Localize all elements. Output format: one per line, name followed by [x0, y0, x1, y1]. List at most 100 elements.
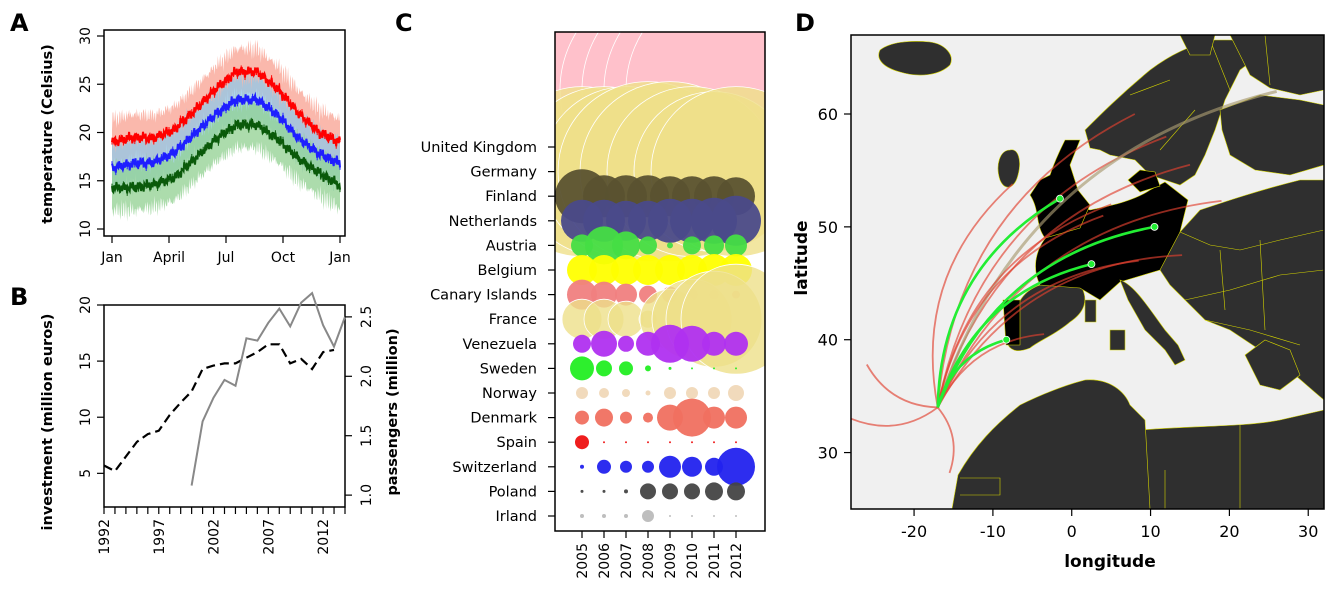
panel-b-y-ticks: 5 10 15 20: [78, 296, 104, 478]
bubble-poland-2011: [705, 482, 723, 501]
bubble-denmark-2005: [575, 410, 589, 425]
panel-d-routes: [851, 89, 1278, 474]
bubble-sweden-2012: [735, 367, 737, 370]
bubble-norway-2011: [708, 387, 720, 399]
bubble-switzerland-2012: [717, 447, 755, 486]
b-y-tick-label: 5: [78, 469, 94, 478]
bubble-denmark-2010: [673, 398, 711, 437]
bubble-norway-2005: [576, 387, 588, 399]
bubble-venezuela-2012: [724, 331, 748, 356]
bubble-belgium-2006: [589, 255, 619, 285]
a-x-tick-label: Jul: [217, 250, 235, 266]
bubble-norway-2009: [664, 387, 676, 399]
route-line: [936, 89, 1278, 408]
panel-b-lines: [103, 291, 346, 486]
bubble-spain-2007: [625, 441, 627, 444]
bubble-venezuela-2011: [702, 331, 726, 356]
panel-b-y-axis-label: investment (million euros): [40, 314, 56, 531]
country-label: Poland: [489, 484, 537, 500]
b-x-tick-label: 2007: [261, 519, 277, 555]
panel-d-map-body: [851, 35, 1324, 509]
bubble-venezuela-2007: [618, 335, 634, 352]
bubble-france-2007: [607, 300, 645, 338]
year-label: 2005: [575, 543, 591, 579]
bubble-poland-2010: [684, 483, 700, 500]
a-x-tick-label: April: [153, 250, 185, 266]
bubble-irland-2011: [713, 515, 715, 517]
panel-d-y-ticks: 30 40 50 60: [818, 105, 851, 463]
b-y-tick-label: 15: [78, 352, 94, 370]
bubble-poland-2009: [662, 483, 678, 500]
panel-a-y-ticks: 10 15 20 25 30: [78, 27, 104, 238]
panel-d-y-axis-label: latitude: [792, 220, 812, 295]
year-label: 2012: [729, 543, 745, 579]
country-label: Finland: [485, 189, 537, 205]
panel-b-y2-axis-label: passengers (million): [385, 328, 401, 495]
panel-label-a: A: [10, 9, 29, 37]
route-line: [936, 254, 1183, 408]
panel-a-chart: 10 15 20 25 30 Jan April Jul Oct Jan temperature…: [40, 27, 351, 266]
bubble-netherlands-2012: [711, 195, 761, 246]
bubble-austria-2011: [704, 235, 724, 256]
route-line: [936, 113, 1136, 408]
bubble-poland-2005: [580, 489, 584, 493]
panel-c-bubbles: [555, 32, 765, 522]
route-line: [866, 364, 938, 409]
b-x-tick-label: 2012: [316, 519, 332, 555]
bubble-norway-2010: [686, 387, 698, 399]
country-label: France: [489, 312, 537, 328]
bubble-switzerland-2010: [682, 456, 702, 477]
panel-a-lines: [111, 65, 341, 196]
b-x-tick-label: 2002: [207, 519, 223, 555]
country-label: Austria: [486, 238, 537, 254]
country-label: Netherlands: [449, 214, 537, 230]
investment-line: [103, 343, 335, 473]
a-x-tick-label: Oct: [271, 250, 296, 266]
a-y-tick-label: 20: [78, 124, 94, 142]
route-line: [936, 259, 1139, 408]
bubble-belgium-2008: [633, 255, 663, 285]
bubble-spain-2008: [647, 441, 649, 444]
d-x-tick-label: 20: [1219, 522, 1239, 541]
panel-b-chart: 5 10 15 20 1.0 1.5 2.0 2.5 1992 1997 2002 2007 201…: [40, 291, 401, 555]
country-label: Norway: [482, 386, 537, 402]
bubble-denmark-2011: [703, 406, 725, 429]
panel-c-chart: United Kingdom Germany Finland Netherlands A…: [421, 31, 766, 579]
bubble-spain-2006: [603, 441, 605, 444]
year-label: 2006: [597, 543, 613, 579]
panel-c-country-ticks: United Kingdom Germany Finland Netherlands A…: [421, 140, 555, 525]
bubble-norway-2007: [622, 389, 630, 397]
panel-d-x-axis-label: longitude: [1064, 552, 1156, 572]
route-line: [936, 333, 1045, 408]
route-line: [936, 214, 1104, 408]
bubble-sweden-2010: [691, 367, 693, 370]
bubble-poland-2012: [727, 482, 745, 501]
bubble-austria-2008: [639, 236, 657, 255]
a-y-tick-label: 15: [78, 172, 94, 190]
b-y-tick-label: 20: [78, 296, 94, 314]
destination-point: [1087, 260, 1096, 269]
bubble-spain-2005: [575, 435, 589, 450]
bubble-venezuela-2005: [573, 334, 591, 353]
d-y-tick-label: 60: [818, 105, 838, 124]
panel-d-frame: [850, 34, 1325, 510]
country-label: Sweden: [480, 361, 537, 377]
bubble-denmark-2012: [725, 406, 747, 429]
bubble-norway-2006: [599, 388, 609, 398]
bubble-canary-islands-2007: [615, 283, 637, 306]
passengers-line: [190, 291, 346, 486]
bubble-switzerland-2009: [659, 455, 681, 478]
bubble-spain-2011: [713, 441, 715, 444]
a-x-tick-label: Jan: [100, 250, 123, 266]
bubble-irland-2010: [691, 515, 693, 517]
panel-a-y-axis-label: temperature (Celsius): [40, 44, 56, 224]
bubble-spain-2009: [669, 441, 671, 444]
country-label: Belgium: [478, 263, 537, 279]
country-label: Canary Islands: [430, 288, 537, 304]
panel-b-y2-ticks: 1.0 1.5 2.0 2.5: [345, 306, 375, 506]
panel-a-x-ticks: Jan April Jul Oct Jan: [100, 236, 351, 266]
a-y-tick-label: 30: [78, 27, 94, 45]
d-y-tick-label: 50: [818, 218, 838, 237]
route-line: [931, 183, 1014, 408]
bubble-switzerland-2007: [620, 460, 632, 473]
